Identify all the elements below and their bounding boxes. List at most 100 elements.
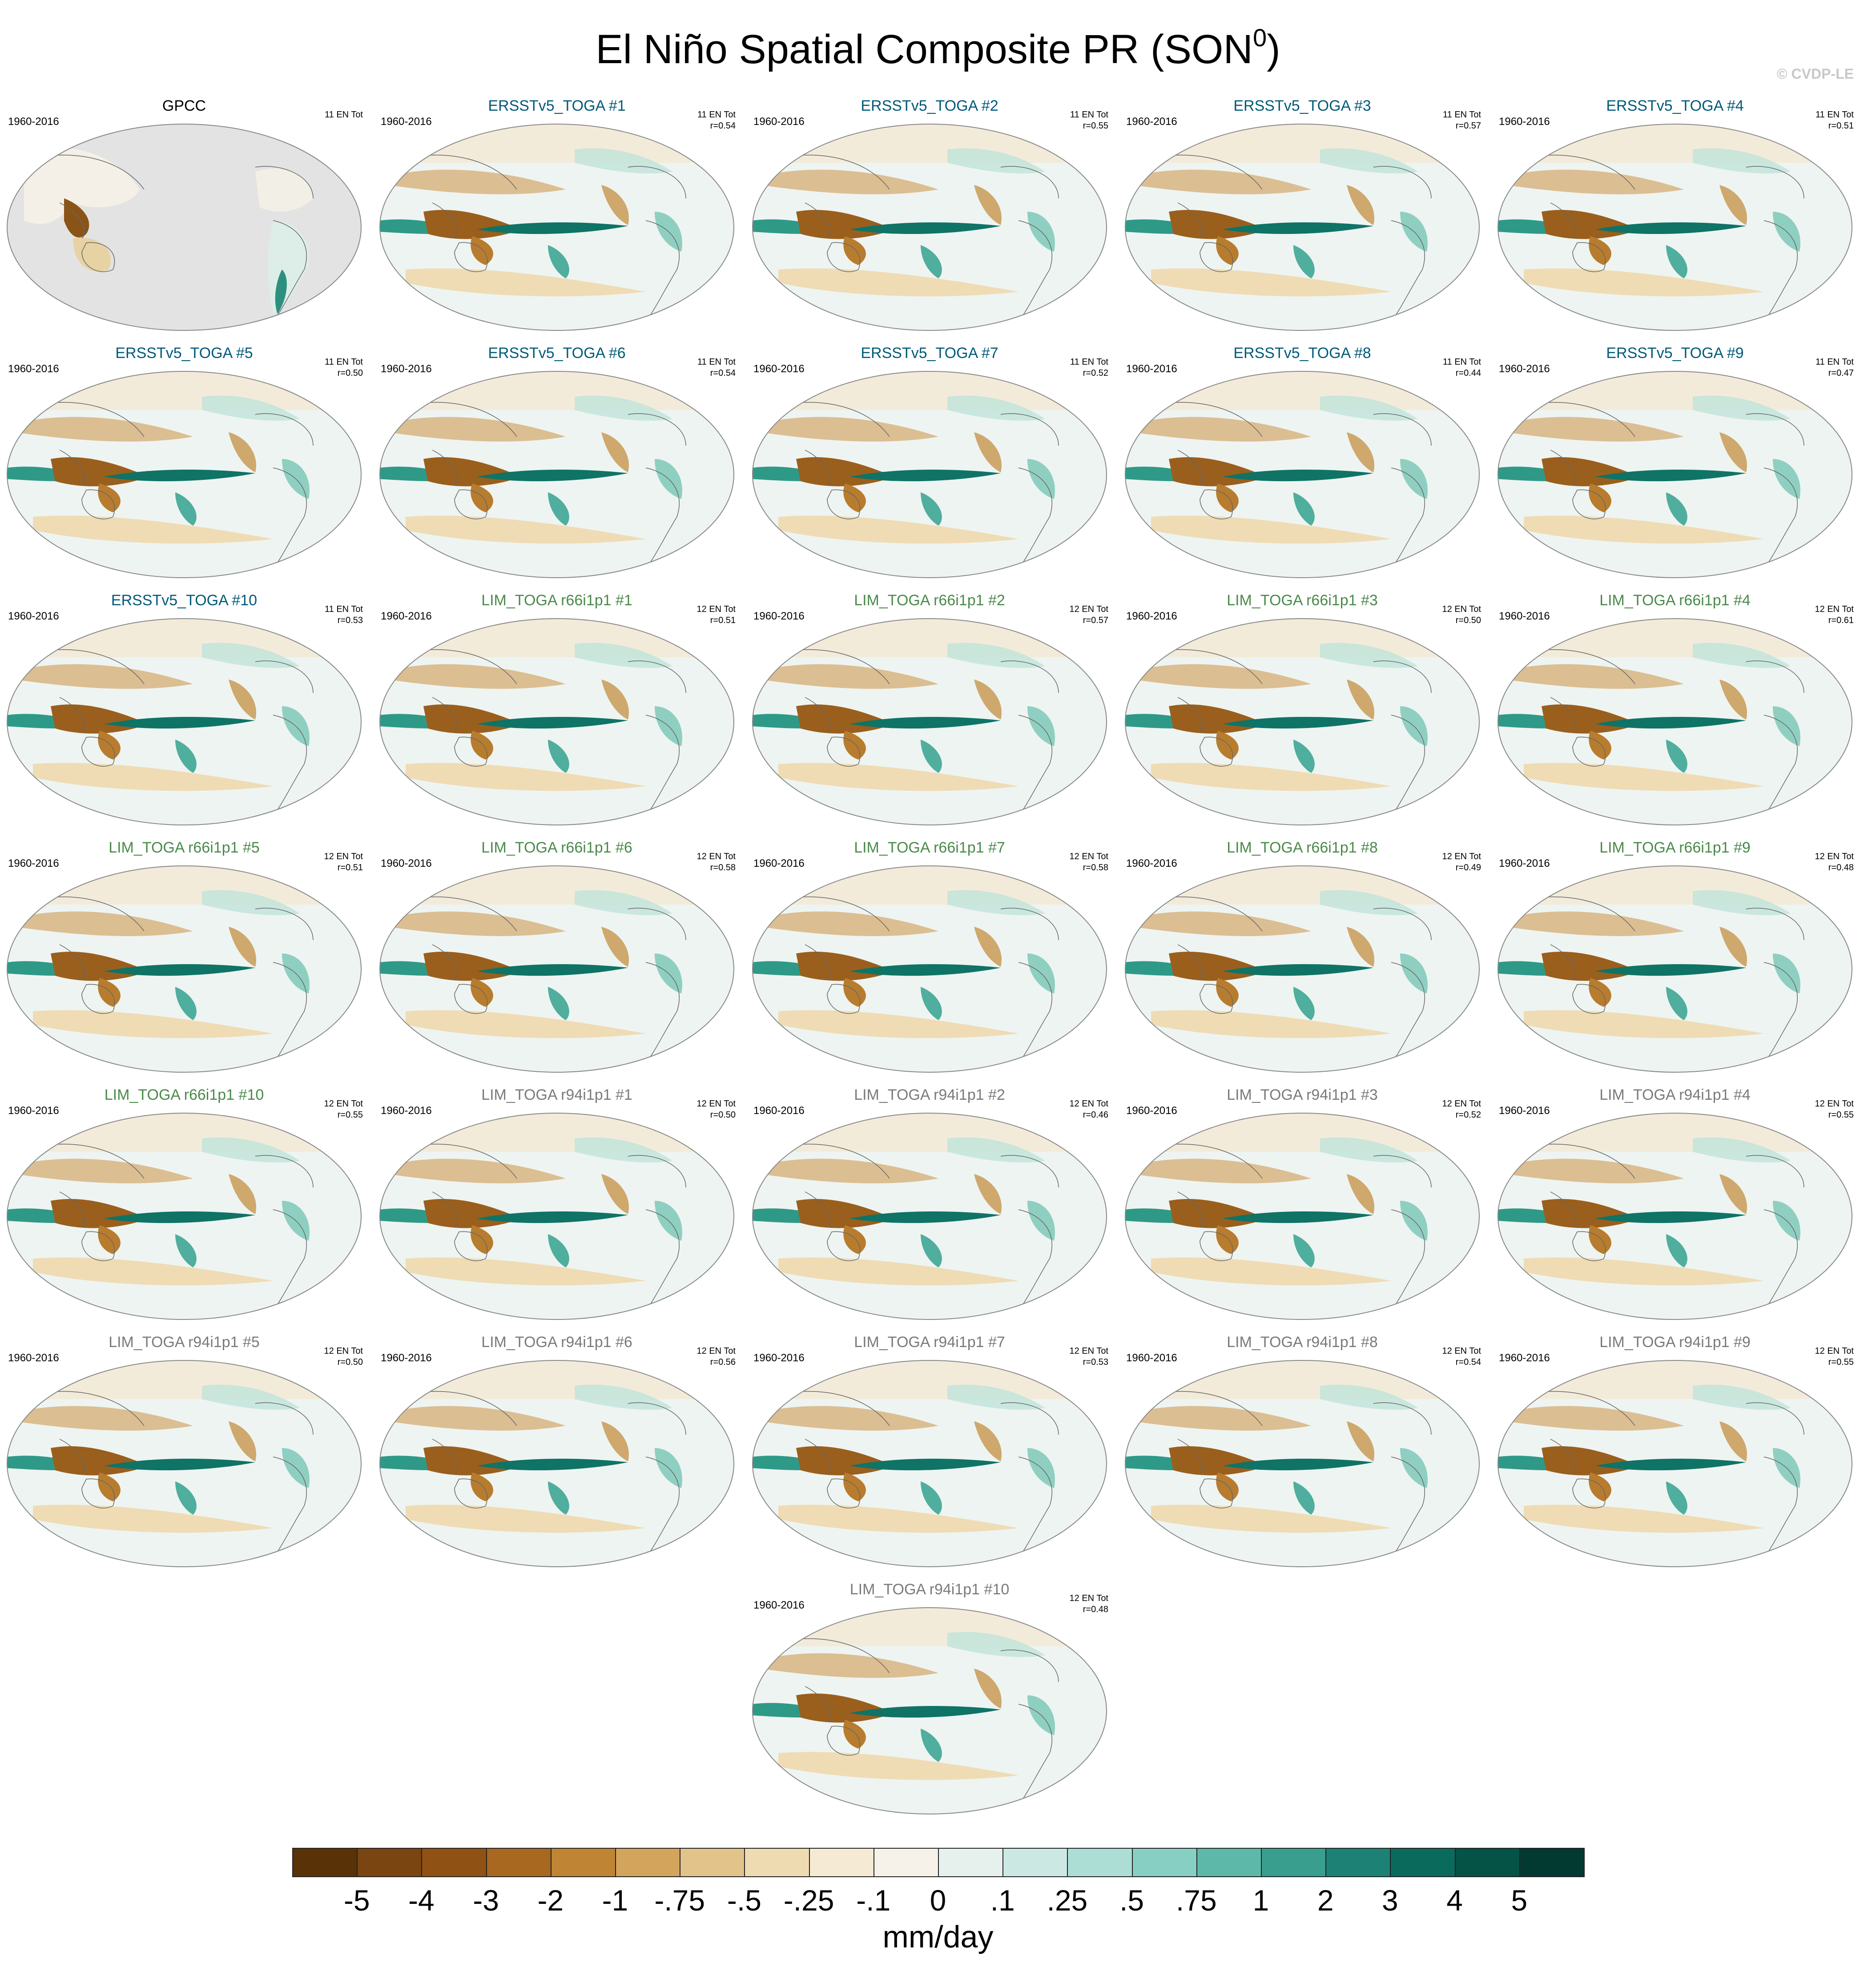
colorbar-swatch (615, 1848, 681, 1877)
colorbar-tick-label: .1 (990, 1884, 1015, 1917)
panel-period: 1960-2016 (8, 610, 59, 622)
panel-event-count: 12 EN Tot (324, 1099, 363, 1109)
panel-event-count: 11 EN Tot (325, 604, 363, 614)
map-panel: LIM_TOGA r66i1p1 #10 1960-2016 12 EN Tot r=… (2, 1086, 366, 1326)
panel-pattern-correlation: r=0.61 (1828, 615, 1854, 625)
colorbar-tick-label: -.25 (783, 1884, 834, 1917)
globe-map (1498, 371, 1852, 578)
colorbar-tick-label: -.75 (654, 1884, 705, 1917)
panel-period: 1960-2016 (8, 363, 59, 375)
globe-map (7, 865, 362, 1073)
map-panel: ERSSTv5_TOGA #7 1960-2016 11 EN Tot r=0.52 (747, 344, 1112, 584)
map-panel: LIM_TOGA r66i1p1 #4 1960-2016 12 EN Tot r=0… (1493, 591, 1857, 832)
map-panel: GPCC 1960-2016 11 EN Tot (2, 97, 366, 337)
colorbar-swatch (1519, 1848, 1585, 1877)
colorbar-tick-label: -3 (473, 1884, 499, 1917)
panel-title: ERSSTv5_TOGA #2 (861, 97, 998, 114)
colorbar-swatch (1196, 1848, 1262, 1877)
globe-map (752, 1113, 1107, 1320)
colorbar-tick-label: -4 (408, 1884, 435, 1917)
colorbar-tick-label: -2 (537, 1884, 564, 1917)
panel-title: ERSSTv5_TOGA #4 (1606, 97, 1744, 114)
panel-pattern-correlation: r=0.53 (337, 615, 363, 625)
colorbar (292, 1848, 1585, 1877)
globe-map (379, 618, 734, 825)
panel-pattern-correlation: r=0.53 (1083, 1357, 1108, 1367)
colorbar-tick-label: 3 (1382, 1884, 1398, 1917)
globe-map (379, 1360, 734, 1567)
map-panel: LIM_TOGA r66i1p1 #3 1960-2016 12 EN Tot r=0… (1120, 591, 1485, 832)
panel-pattern-correlation: r=0.57 (1455, 121, 1481, 131)
panel-period: 1960-2016 (753, 857, 805, 869)
map-panel: ERSSTv5_TOGA #1 1960-2016 11 EN Tot r=0.54 (374, 97, 739, 337)
map-panel: LIM_TOGA r66i1p1 #8 1960-2016 12 EN Tot r=0… (1120, 839, 1485, 1079)
panel-title: LIM_TOGA r94i1p1 #5 (109, 1334, 260, 1351)
panel-pattern-correlation: r=0.55 (1828, 1357, 1854, 1367)
map-panel: LIM_TOGA r66i1p1 #2 1960-2016 12 EN Tot r=0… (747, 591, 1112, 832)
map-panel: LIM_TOGA r66i1p1 #5 1960-2016 12 EN Tot r=0… (2, 839, 366, 1079)
panel-period: 1960-2016 (1499, 363, 1550, 375)
panel-title: LIM_TOGA r66i1p1 #6 (481, 839, 632, 856)
panel-pattern-correlation: r=0.50 (1455, 615, 1481, 625)
colorbar-tick-label: 1 (1252, 1884, 1269, 1917)
globe-map (7, 371, 362, 578)
globe-map (379, 865, 734, 1073)
panel-event-count: 11 EN Tot (1443, 357, 1481, 367)
panel-pattern-correlation: r=0.48 (1083, 1605, 1108, 1614)
panel-event-count: 12 EN Tot (696, 1099, 736, 1109)
panel-title: LIM_TOGA r66i1p1 #2 (854, 592, 1005, 609)
globe-map (1125, 865, 1480, 1073)
map-panel: ERSSTv5_TOGA #5 1960-2016 11 EN Tot r=0.50 (2, 344, 366, 584)
map-panel: LIM_TOGA r94i1p1 #10 1960-2016 12 EN Tot r=… (747, 1581, 1112, 1821)
colorbar-swatch (1454, 1848, 1520, 1877)
panel-title: ERSSTv5_TOGA #9 (1606, 345, 1744, 362)
globe-map (1498, 1113, 1852, 1320)
panel-event-count: 12 EN Tot (1069, 604, 1108, 614)
panel-pattern-correlation: r=0.55 (1828, 1110, 1854, 1120)
panel-title: LIM_TOGA r94i1p1 #2 (854, 1086, 1005, 1103)
map-panel: LIM_TOGA r66i1p1 #6 1960-2016 12 EN Tot r=0… (374, 839, 739, 1079)
panel-period: 1960-2016 (381, 610, 432, 622)
panel-title: LIM_TOGA r66i1p1 #9 (1599, 839, 1751, 856)
panel-pattern-correlation: r=0.56 (710, 1357, 736, 1367)
globe-map (1498, 865, 1852, 1073)
globe-map (1498, 618, 1852, 825)
map-panel: ERSSTv5_TOGA #4 1960-2016 11 EN Tot r=0.51 (1493, 97, 1857, 337)
map-panel: LIM_TOGA r94i1p1 #5 1960-2016 12 EN Tot r=0… (2, 1333, 366, 1573)
panel-pattern-correlation: r=0.58 (710, 863, 736, 873)
panel-period: 1960-2016 (8, 1105, 59, 1117)
colorbar-tick-label: .25 (1047, 1884, 1088, 1917)
map-panel: LIM_TOGA r66i1p1 #1 1960-2016 12 EN Tot r=0… (374, 591, 739, 832)
map-panel: LIM_TOGA r94i1p1 #9 1960-2016 12 EN Tot r=0… (1493, 1333, 1857, 1573)
globe-map (752, 1607, 1107, 1814)
panel-period: 1960-2016 (753, 363, 805, 375)
panel-title: ERSSTv5_TOGA #6 (488, 345, 626, 362)
panel-pattern-correlation: r=0.47 (1828, 368, 1854, 378)
colorbar-swatch (873, 1848, 939, 1877)
panel-pattern-correlation: r=0.50 (710, 1110, 736, 1120)
globe-map (7, 124, 362, 331)
panel-title: ERSSTv5_TOGA #3 (1233, 97, 1371, 114)
panel-period: 1960-2016 (753, 1105, 805, 1117)
globe-map (379, 371, 734, 578)
panel-pattern-correlation: r=0.57 (1083, 615, 1108, 625)
colorbar-swatch (1002, 1848, 1068, 1877)
panel-event-count: 11 EN Tot (1443, 110, 1481, 120)
panel-period: 1960-2016 (753, 610, 805, 622)
panel-title: LIM_TOGA r66i1p1 #5 (109, 839, 260, 856)
panel-event-count: 12 EN Tot (1069, 852, 1108, 861)
figure-title: El Niño Spatial Composite PR (SON0) (0, 13, 1876, 74)
panel-event-count: 12 EN Tot (324, 1346, 363, 1356)
globe-map (1125, 1113, 1480, 1320)
map-panel: LIM_TOGA r94i1p1 #3 1960-2016 12 EN Tot r=0… (1120, 1086, 1485, 1326)
panel-event-count: 12 EN Tot (696, 852, 736, 861)
panel-period: 1960-2016 (753, 116, 805, 128)
panel-title: ERSSTv5_TOGA #10 (111, 592, 258, 609)
panel-event-count: 12 EN Tot (696, 1346, 736, 1356)
colorbar-swatch (421, 1848, 487, 1877)
panel-event-count: 12 EN Tot (1069, 1099, 1108, 1109)
panel-period: 1960-2016 (1499, 610, 1550, 622)
panel-event-count: 12 EN Tot (1815, 1346, 1854, 1356)
panel-title: LIM_TOGA r66i1p1 #8 (1227, 839, 1378, 856)
panel-event-count: 12 EN Tot (1815, 604, 1854, 614)
